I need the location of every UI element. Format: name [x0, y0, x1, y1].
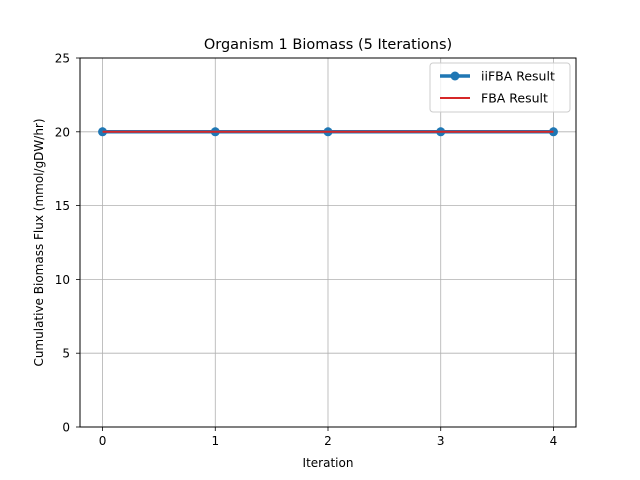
y-axis-label: Cumulative Biomass Flux (mmol/gDW/hr)	[32, 118, 46, 366]
chart-title: Organism 1 Biomass (5 Iterations)	[204, 37, 452, 53]
x-tick-label: 2	[324, 434, 332, 448]
y-tick-label: 10	[55, 273, 70, 287]
legend-label-iifba: iiFBA Result	[481, 69, 555, 84]
y-tick-label: 0	[62, 421, 70, 435]
plot-frame	[79, 57, 577, 428]
legend-iifba-marker	[450, 71, 460, 81]
series-0-point	[548, 127, 558, 137]
series-0-point	[98, 127, 108, 137]
x-tick-label: 3	[437, 434, 445, 448]
x-tick-label: 0	[99, 434, 107, 448]
y-tick-label: 5	[62, 347, 70, 361]
plot-series	[98, 127, 558, 137]
y-tick-label: 25	[55, 52, 70, 66]
legend: iiFBA Result FBA Result	[429, 62, 571, 113]
axis-ticks: 0 1 2 3 4 0 5 10 15 20 25	[55, 52, 558, 449]
y-tick-label: 15	[55, 199, 70, 213]
y-tick-label: 20	[55, 125, 70, 139]
x-tick-label: 4	[550, 434, 558, 448]
x-tick-label: 1	[211, 434, 219, 448]
legend-label-fba: FBA Result	[481, 91, 548, 106]
x-axis-label: Iteration	[303, 456, 354, 470]
